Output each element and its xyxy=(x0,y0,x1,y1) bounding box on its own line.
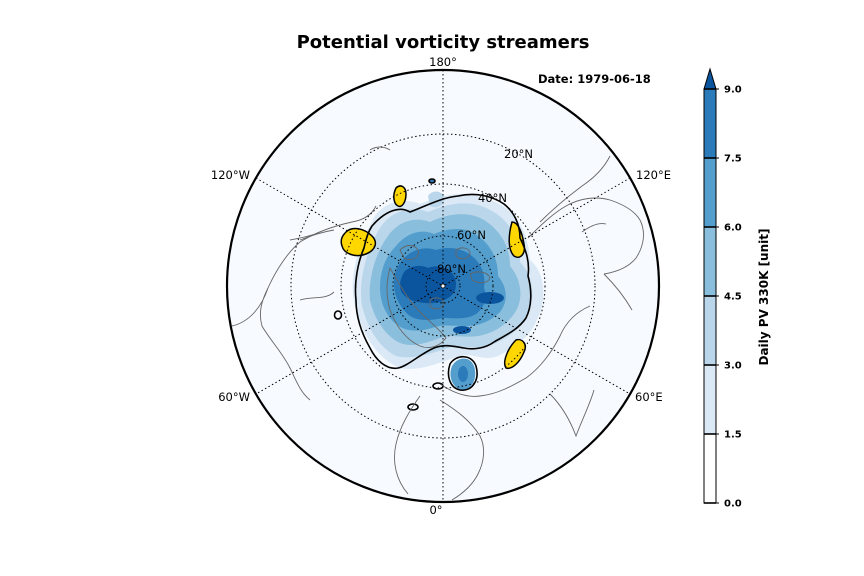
coastline-asia xyxy=(527,155,644,311)
colorbar-bin xyxy=(704,158,716,227)
pv-lobe-south-core xyxy=(458,366,468,382)
colorbar-tick-label: 9.0 xyxy=(724,85,742,96)
coastlines xyxy=(231,146,644,501)
streamer-northwest xyxy=(393,185,407,208)
lon-label-60w: 60°W xyxy=(218,390,250,404)
parallel-60n xyxy=(392,235,494,337)
pv-band-6 xyxy=(400,265,456,304)
graticule-labels: 180° 120°E 60°E 0° 60°W 120°W 20°N 40°N … xyxy=(211,55,671,517)
date-label: Date: 1979-06-18 xyxy=(538,72,651,86)
colorbar-label: Daily PV 330K [unit] xyxy=(757,229,771,366)
coastline-north-america xyxy=(231,205,377,401)
coastline-alaska xyxy=(299,146,391,241)
colorbar-extend-arrow xyxy=(703,67,717,90)
coastline-europe-africa xyxy=(394,305,595,501)
parallel-40n xyxy=(340,183,546,389)
pv-core-2 xyxy=(476,292,504,304)
colorbar-bin xyxy=(704,296,716,365)
pv-contour-main xyxy=(354,193,532,370)
colorbar-tick-label: 4.5 xyxy=(724,292,742,303)
parallel-20n xyxy=(290,133,596,439)
colorbar-tick-label: 3.0 xyxy=(724,361,742,372)
north-pole-marker xyxy=(440,283,446,289)
lon-label-180: 180° xyxy=(429,55,457,69)
map-plot-area xyxy=(227,70,659,502)
parallel-80n xyxy=(425,268,461,304)
figure-title: Potential vorticity streamers xyxy=(296,32,590,53)
colorbar: 0.0 1.5 3.0 4.5 6.0 7.5 9.0 xyxy=(703,67,742,510)
pv-core-3 xyxy=(453,326,471,334)
lon-label-0: 0° xyxy=(429,503,442,517)
lat-label-40n: 40°N xyxy=(478,191,507,205)
map-boundary xyxy=(225,68,661,504)
lon-label-120w: 120°W xyxy=(211,168,250,182)
colorbar-bin xyxy=(704,227,716,296)
coastline-arctic-islands xyxy=(399,245,491,310)
colorbar-tick-label: 7.5 xyxy=(724,154,742,165)
lon-label-120e: 120°E xyxy=(636,168,671,182)
lat-label-60n: 60°N xyxy=(457,228,486,242)
colorbar-tick-label: 6.0 xyxy=(724,223,742,234)
pv-contour-north-dot xyxy=(428,178,436,184)
colorbar-tick-label: 0.0 xyxy=(724,499,742,510)
pv-contour-island-2 xyxy=(407,403,419,411)
colorbar-tick-label: 1.5 xyxy=(724,430,742,441)
coastline-greenland xyxy=(386,266,447,349)
lat-label-20n: 20°N xyxy=(504,147,533,161)
lat-label-80n: 80°N xyxy=(437,262,466,276)
streamer-east xyxy=(504,338,527,370)
lon-label-60e: 60°E xyxy=(635,390,663,404)
colorbar-bin xyxy=(704,434,716,503)
pv-contour-lobe-south xyxy=(447,355,478,391)
pv-contour-island-3 xyxy=(333,310,343,320)
colorbar-bin xyxy=(704,365,716,434)
pv-contour-lines xyxy=(333,178,532,411)
colorbar-bin xyxy=(704,89,716,158)
